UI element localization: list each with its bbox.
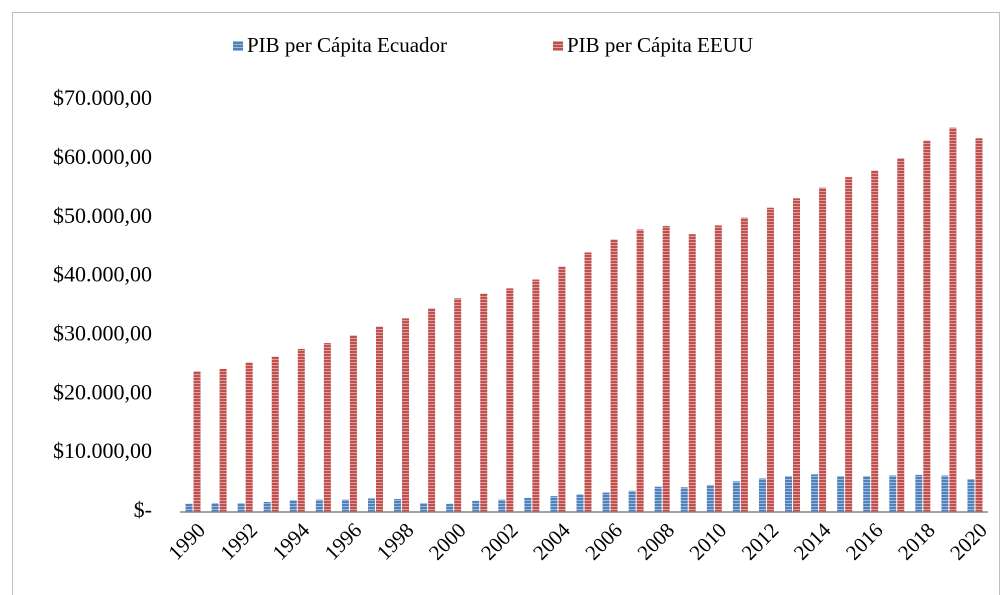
bar [975,138,983,512]
x-tick-label: 1994 [268,518,315,565]
bar [923,140,931,512]
bar [819,187,827,512]
bar [428,308,436,512]
bar [837,476,845,512]
bar [610,239,618,512]
y-tick-label: $40.000,00 [53,262,152,287]
bar [506,288,514,512]
bar [532,279,540,512]
x-tick-label: 2000 [424,518,471,565]
bar [897,158,905,513]
bar [498,499,506,512]
bar [949,127,957,513]
bar [628,490,636,512]
bar [394,499,402,512]
bar [558,266,566,512]
bar [793,198,801,512]
bar [375,326,383,512]
legend-label: PIB per Cápita Ecuador [247,33,447,57]
bar [732,481,740,512]
bar [584,252,592,512]
bar [402,318,410,512]
bar [688,234,696,513]
bar [967,479,975,512]
bar [193,371,201,512]
bar [680,487,688,512]
bar [237,503,245,512]
y-tick-label: $60.000,00 [53,144,152,169]
bar [915,474,923,512]
bar [863,476,871,512]
bar [297,348,305,512]
bar [662,225,670,512]
legend-swatch [553,41,563,51]
bar [766,207,774,513]
bar [367,498,375,512]
bar [446,503,454,512]
x-tick-label: 2016 [841,518,888,565]
bar [654,486,662,512]
y-tick-label: $10.000,00 [53,438,152,463]
bar [785,476,793,512]
y-tick-label: $30.000,00 [53,320,152,345]
bar [889,475,897,512]
bar [714,225,722,512]
bar [740,217,748,512]
x-tick-label: 1996 [320,518,367,565]
bar [245,362,253,512]
bar [941,475,949,512]
x-tick-label: 2014 [789,518,836,565]
bar [472,500,480,512]
chart-frame [12,12,1000,595]
x-tick-label: 2018 [893,518,940,565]
bar [323,343,331,512]
bar [811,474,819,512]
x-tick-label: 1990 [163,518,210,565]
bar [263,501,271,512]
y-tick-label: $70.000,00 [53,85,152,110]
x-tick-label: 2002 [476,518,523,565]
legend-label: PIB per Cápita EEUU [567,33,753,57]
bar [289,500,297,512]
bar [602,492,610,512]
bar [420,503,428,512]
x-tick-label: 1992 [215,518,262,565]
bar [480,293,488,512]
y-tick-label: $- [134,497,152,522]
bar [550,496,558,512]
legend-swatch [233,41,243,51]
bar [454,298,462,512]
bar [219,368,227,512]
bar [524,497,532,512]
x-tick-label: 2020 [945,518,992,565]
x-tick-label: 2006 [580,518,627,565]
bar [871,170,879,512]
y-tick-label: $50.000,00 [53,203,152,228]
bar [349,335,357,512]
bar [758,478,766,512]
bar [341,499,349,512]
bar [706,484,714,512]
bar [315,499,323,512]
bar [271,356,279,512]
bar [845,177,853,513]
bar [185,503,193,512]
x-tick-label: 2004 [528,518,575,565]
x-tick-label: 2008 [632,518,679,565]
x-tick-label: 1998 [372,518,419,565]
bar [211,503,219,512]
y-tick-label: $20.000,00 [53,379,152,404]
bar [636,229,644,512]
x-tick-label: 2010 [685,518,732,565]
bar [576,494,584,512]
x-tick-label: 2012 [737,518,784,565]
